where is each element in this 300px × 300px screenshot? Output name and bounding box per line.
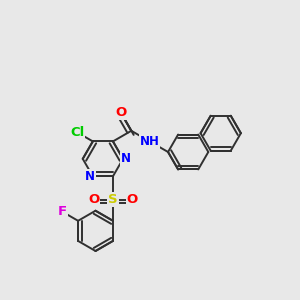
- Text: O: O: [115, 106, 126, 119]
- Text: N: N: [85, 170, 95, 183]
- Text: F: F: [58, 205, 67, 218]
- Text: S: S: [108, 193, 118, 206]
- Text: Cl: Cl: [70, 126, 84, 139]
- Text: N: N: [121, 152, 131, 165]
- Text: O: O: [88, 193, 100, 206]
- Text: NH: NH: [140, 135, 160, 148]
- Text: O: O: [126, 193, 138, 206]
